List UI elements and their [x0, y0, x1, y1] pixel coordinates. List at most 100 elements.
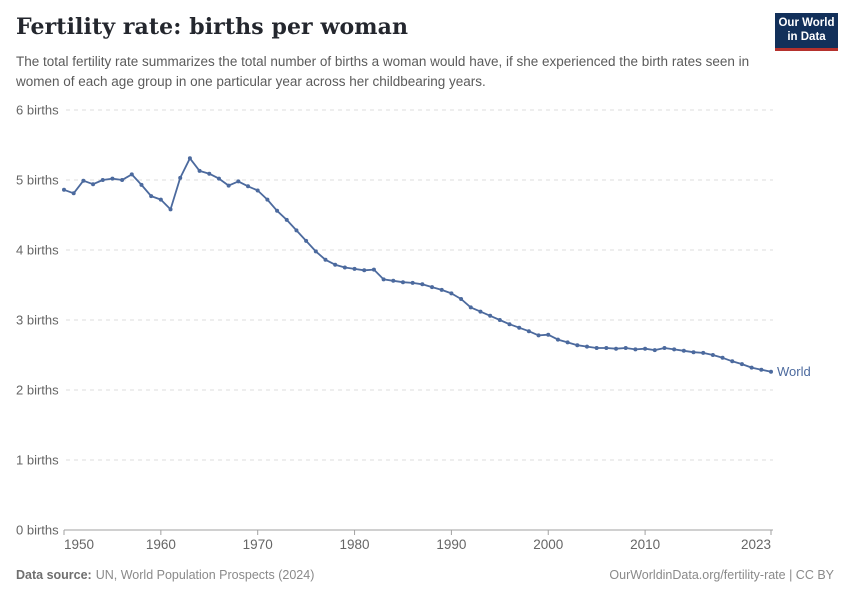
data-point[interactable]	[246, 184, 251, 189]
fertility-line-chart[interactable]: 0 births 1 births 2 births 3 births 4 births…	[0, 100, 850, 560]
attribution-link[interactable]: OurWorldinData.org/fertility-rate | CC B…	[609, 568, 834, 582]
data-point[interactable]	[720, 355, 725, 360]
data-point[interactable]	[604, 346, 609, 350]
data-point[interactable]	[420, 282, 425, 287]
x-tick-label: 1960	[146, 537, 176, 552]
data-point[interactable]	[400, 280, 405, 285]
data-point[interactable]	[459, 297, 464, 301]
data-point[interactable]	[507, 322, 512, 327]
owid-logo[interactable]: Our World in Data	[775, 13, 838, 51]
data-point[interactable]	[342, 265, 347, 270]
y-tick-label: 4 births	[16, 243, 59, 258]
data-point[interactable]	[546, 332, 551, 337]
data-point[interactable]	[168, 207, 173, 212]
data-point[interactable]	[594, 346, 599, 350]
data-point[interactable]	[730, 359, 735, 364]
data-point[interactable]	[255, 188, 260, 193]
data-point[interactable]	[294, 228, 299, 233]
gridlines	[66, 109, 773, 461]
data-point[interactable]	[701, 350, 706, 355]
y-tick-label: 5 births	[16, 173, 59, 188]
data-point[interactable]	[139, 182, 144, 187]
x-tick-label: 1980	[340, 537, 370, 552]
data-point[interactable]	[623, 346, 628, 350]
data-point[interactable]	[555, 337, 560, 342]
series-world[interactable]	[62, 156, 773, 374]
data-source-value: UN, World Population Prospects (2024)	[95, 568, 315, 582]
data-point[interactable]	[352, 266, 357, 271]
data-point[interactable]	[633, 347, 638, 352]
data-point[interactable]	[662, 346, 667, 350]
data-point[interactable]	[110, 176, 115, 181]
data-point[interactable]	[584, 344, 589, 349]
data-point[interactable]	[749, 365, 754, 370]
data-point[interactable]	[468, 305, 473, 310]
data-point[interactable]	[652, 348, 657, 353]
data-point[interactable]	[216, 176, 221, 181]
data-point[interactable]	[517, 325, 522, 330]
data-point[interactable]	[614, 346, 619, 351]
data-point[interactable]	[71, 191, 76, 196]
data-point[interactable]	[449, 291, 454, 296]
data-source: Data source: UN, World Population Prospec…	[16, 568, 314, 582]
data-point[interactable]	[439, 287, 444, 292]
y-axis-labels: 0 births 1 births 2 births 3 births 4 births…	[16, 103, 59, 538]
owid-logo-line2: in Data	[787, 30, 826, 43]
data-point[interactable]	[381, 277, 386, 282]
data-point[interactable]	[643, 346, 648, 351]
data-point[interactable]	[129, 172, 134, 177]
data-point[interactable]	[236, 179, 241, 184]
data-point[interactable]	[410, 280, 415, 285]
data-point[interactable]	[207, 171, 212, 176]
data-point[interactable]	[430, 285, 435, 290]
data-point[interactable]	[565, 340, 570, 345]
data-point[interactable]	[275, 208, 280, 213]
data-point[interactable]	[371, 267, 376, 272]
data-point[interactable]	[187, 156, 192, 161]
data-point[interactable]	[100, 178, 105, 182]
data-point[interactable]	[284, 217, 289, 222]
x-tick-label: 1970	[243, 537, 273, 552]
y-tick-label: 6 births	[16, 103, 59, 118]
data-point[interactable]	[197, 168, 202, 173]
data-point[interactable]	[265, 197, 270, 202]
data-point[interactable]	[497, 318, 502, 322]
data-point[interactable]	[739, 362, 744, 367]
series-label-world: World	[777, 364, 811, 379]
data-point[interactable]	[323, 257, 328, 262]
data-point[interactable]	[769, 369, 773, 374]
data-source-label: Data source:	[16, 568, 92, 582]
y-tick-label: 2 births	[16, 383, 59, 398]
data-point[interactable]	[478, 309, 483, 314]
y-tick-label: 0 births	[16, 523, 59, 538]
chart-subtitle: The total fertility rate summarizes the …	[16, 54, 750, 89]
data-point[interactable]	[81, 178, 86, 183]
data-point[interactable]	[333, 262, 338, 267]
data-point[interactable]	[575, 343, 580, 348]
data-point[interactable]	[304, 238, 309, 243]
data-point[interactable]	[120, 178, 125, 182]
data-point[interactable]	[91, 182, 96, 187]
data-point[interactable]	[158, 197, 163, 202]
data-point[interactable]	[488, 313, 493, 318]
data-point[interactable]	[681, 348, 686, 353]
data-point[interactable]	[536, 333, 541, 338]
data-point[interactable]	[672, 347, 677, 352]
data-point[interactable]	[178, 175, 183, 180]
y-tick-label: 1 births	[16, 453, 59, 468]
data-point[interactable]	[759, 367, 764, 372]
data-point[interactable]	[710, 353, 715, 357]
series-line[interactable]	[63, 157, 772, 373]
data-point[interactable]	[526, 329, 531, 334]
y-tick-label: 3 births	[16, 313, 59, 328]
chart-footer: Data source: UN, World Population Prospec…	[16, 568, 834, 582]
data-point[interactable]	[149, 194, 154, 199]
data-point[interactable]	[691, 350, 696, 355]
x-tick-label: 2010	[630, 537, 660, 552]
data-point[interactable]	[226, 183, 231, 188]
data-point[interactable]	[62, 187, 66, 192]
data-point[interactable]	[362, 268, 367, 273]
data-point[interactable]	[391, 278, 396, 283]
data-point[interactable]	[313, 249, 318, 254]
